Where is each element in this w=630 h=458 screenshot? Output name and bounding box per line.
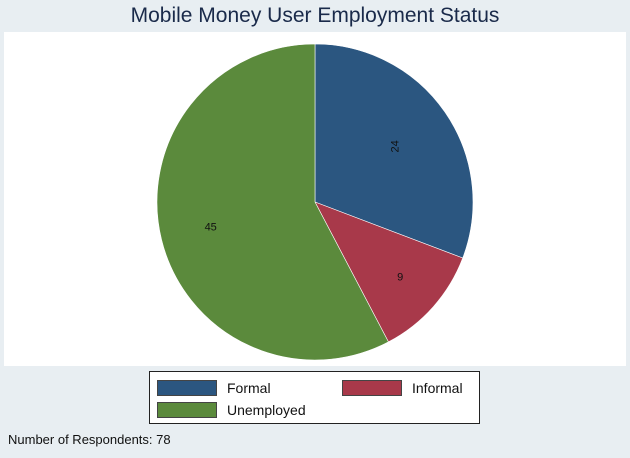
data-label-unemployed: 45: [205, 222, 217, 234]
legend-label-formal: Formal: [227, 380, 271, 396]
data-label-formal: 24: [390, 140, 402, 152]
pie-slice-informal: [314, 201, 464, 343]
pie-slice-unemployed: [156, 43, 389, 361]
legend-swatch-formal: [157, 380, 217, 396]
plot-area: 24 9 45: [4, 32, 626, 366]
respondents-note: Number of Respondents: 78: [8, 432, 171, 447]
pie-slice-formal: [314, 43, 474, 259]
legend-swatch-informal: [342, 380, 402, 396]
pie-chart: 24 9 45: [156, 43, 474, 361]
legend-swatch-unemployed: [157, 402, 217, 418]
chart-title: Mobile Money User Employment Status: [130, 4, 500, 27]
legend: Formal Informal Unemployed: [149, 371, 480, 424]
legend-label-informal: Informal: [412, 380, 463, 396]
legend-label-unemployed: Unemployed: [227, 402, 306, 418]
data-label-informal: 9: [397, 271, 403, 283]
